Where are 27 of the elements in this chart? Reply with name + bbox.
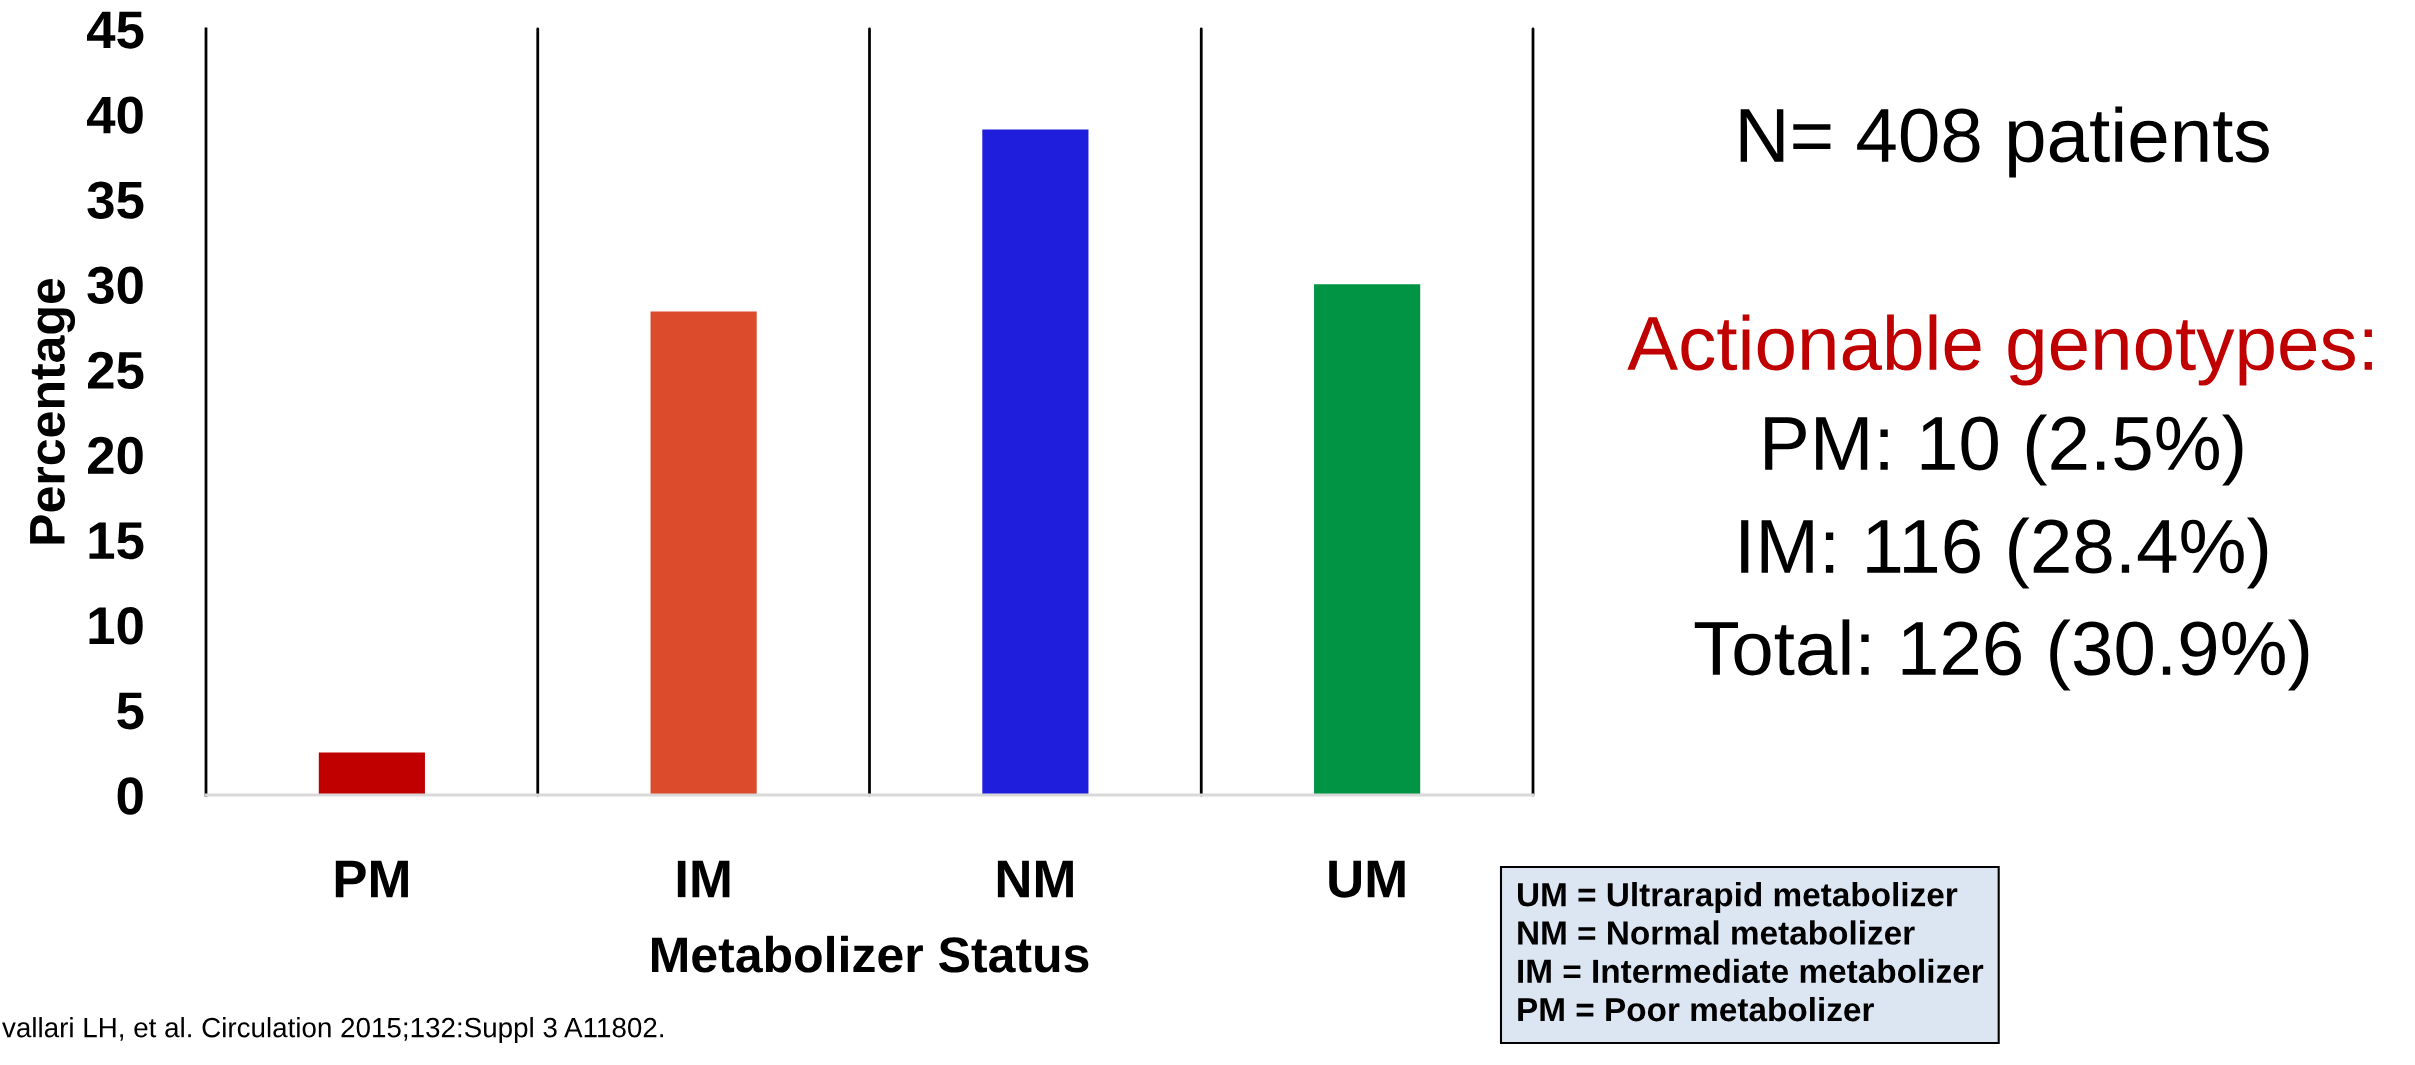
x-tick-label: IM: [677, 860, 730, 898]
x-tick-label: PM: [335, 860, 408, 898]
x-tick-label: NM: [997, 860, 1073, 898]
y-axis-title: Percentage: [30, 278, 76, 544]
y-tick-label: 45: [86, 11, 144, 49]
text: UM = Ultrarapid metabolizer NM = Normal metabolizer IM = Intermediate metabolizer PM = Poor metabolizer: [1518, 882, 1984, 1022]
text: PM: 10 (2.5%): [1765, 414, 2243, 486]
y-tick-label: 0: [117, 777, 143, 815]
bar: [318, 752, 425, 795]
x-axis-title: Metabolizer Status: [651, 935, 1089, 973]
bar: [650, 311, 757, 795]
y-tick-label: 20: [88, 436, 143, 475]
bar: [982, 129, 1089, 795]
text: Total: 126 (30.9%): [1694, 619, 2309, 691]
y-tick-label: 35: [87, 181, 144, 219]
y-tick-label: 10: [89, 607, 143, 645]
x-tick-label: UM: [1329, 860, 1405, 898]
y-tick-label: 5: [117, 692, 144, 730]
text: IM: 116 (28.4%): [1741, 517, 2268, 589]
text: N= 408 patients: [1740, 106, 2269, 178]
y-tick-label: 30: [87, 266, 143, 305]
y-tick-label: 25: [88, 351, 144, 390]
y-tick-label: 15: [89, 522, 144, 560]
text: vallari LH, et al. Circulation 2015;132:Suppl 3 A11802.: [2, 1017, 663, 1043]
y-tick-label: 40: [86, 96, 143, 134]
bar: [1314, 284, 1421, 795]
text: Actionable genotypes:: [1627, 314, 2372, 386]
